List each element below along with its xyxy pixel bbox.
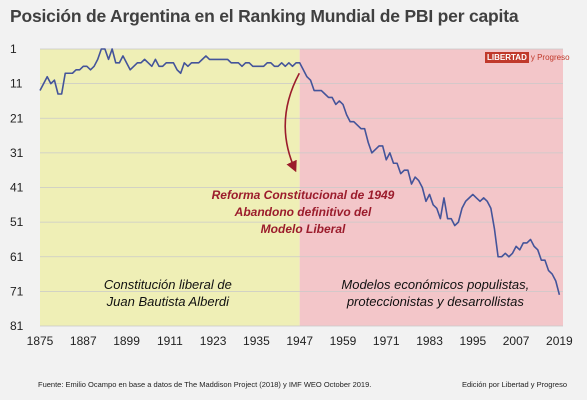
y-tick-label: 11 [10,77,23,91]
y-tick-label: 81 [10,319,24,333]
credit-note: Edición por Libertad y Progreso [461,380,567,389]
x-tick-label: 1947 [286,334,313,348]
populist-era-label: Modelos económicos populistas, [341,277,529,292]
reform-annotation-text: Modelo Liberal [261,222,346,236]
y-tick-label: 41 [10,181,24,195]
logo-brand: LIBERTAD [485,52,529,63]
y-tick-label: 21 [10,111,24,125]
source-note: Fuente: Emilio Ocampo en base a datos de… [38,380,372,389]
reform-annotation-arrow [284,72,301,173]
x-tick-label: 1995 [459,334,486,348]
liberal-era-label: Juan Bautista Alberdi [106,294,230,309]
y-tick-label: 51 [10,215,24,229]
x-tick-label: 2007 [503,334,530,348]
x-tick-label: 1923 [200,334,227,348]
ranking-series-line [39,48,561,296]
y-tick-label: 71 [10,284,24,298]
libertad-progreso-logo: LIBERTAD y Progreso [485,52,572,63]
x-tick-label: 1959 [330,334,357,348]
reform-annotation-text: Reforma Constitucional de 1949 [212,188,395,202]
x-tick-label: 1911 [157,334,183,348]
x-tick-label: 1899 [113,334,140,348]
liberal-era-label: Constitución liberal de [104,277,232,292]
y-tick-label: 61 [10,250,24,264]
chart-title: Posición de Argentina en el Ranking Mund… [10,6,519,26]
x-tick-label: 2019 [546,334,573,348]
x-tick-label: 1935 [243,334,270,348]
y-tick-label: 31 [10,146,24,160]
reform-annotation-text: Abandono definitivo del [234,205,372,219]
logo-suffix: y Progreso [530,53,570,62]
y-tick-label: 1 [10,42,17,56]
x-tick-label: 1983 [416,334,443,348]
x-tick-label: 1875 [27,334,54,348]
populist-era-label: proteccionistas y desarrollistas [346,294,525,309]
x-tick-label: 1887 [70,334,97,348]
x-tick-label: 1971 [373,334,400,348]
